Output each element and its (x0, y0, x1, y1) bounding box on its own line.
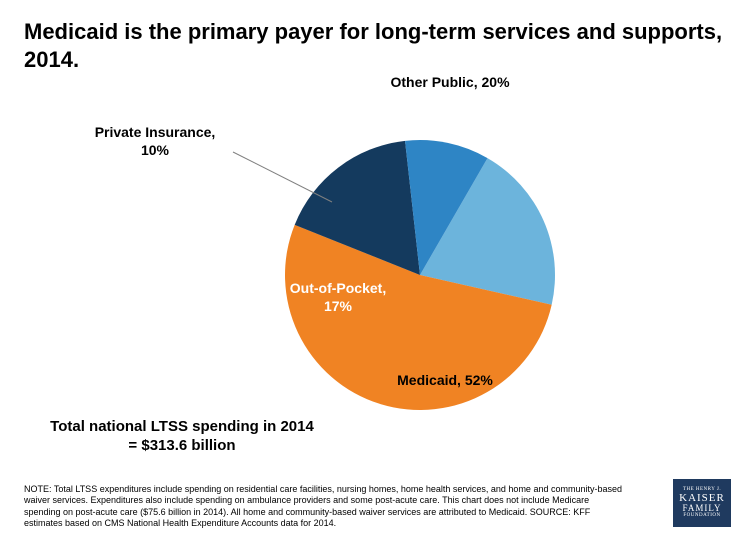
total-spending: Total national LTSS spending in 2014 = $… (32, 418, 332, 456)
kff-logo: THE HENRY J. KAISER FAMILY FOUNDATION (673, 479, 731, 527)
footnote: NOTE: Total LTSS expenditures include sp… (24, 484, 624, 529)
pie-chart: Other Public, 20%Medicaid, 52%Out-of-Poc… (0, 110, 755, 470)
page-title: Medicaid is the primary payer for long-t… (24, 18, 724, 73)
slice-label: Medicaid, 52% (397, 372, 493, 390)
logo-line4: FOUNDATION (673, 513, 731, 518)
total-line1: Total national LTSS spending in 2014 (50, 418, 314, 435)
slice-label: Other Public, 20% (390, 74, 509, 92)
leader-line (233, 152, 332, 202)
slice-label: Private Insurance,10% (95, 124, 216, 159)
slice-label: Out-of-Pocket,17% (290, 280, 386, 315)
total-line2: = $313.6 billion (128, 437, 235, 454)
logo-line3: FAMILY (673, 504, 731, 513)
